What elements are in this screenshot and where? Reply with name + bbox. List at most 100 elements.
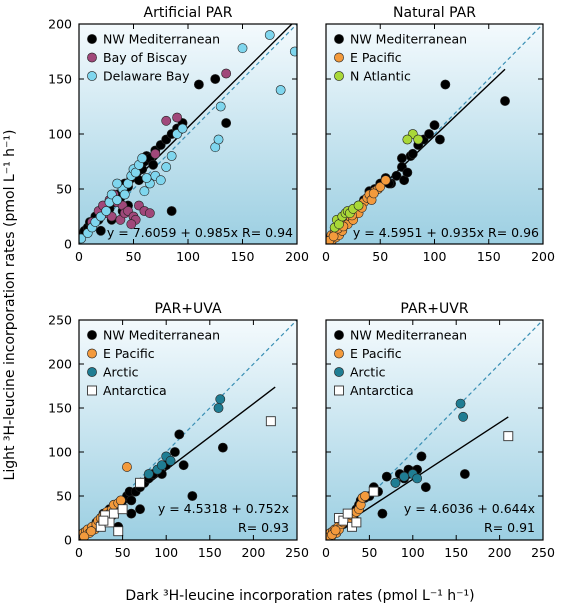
x-tick-label: 200 — [488, 545, 512, 560]
data-point — [161, 162, 172, 172]
data-point — [399, 471, 410, 482]
x-tick-label: 100 — [401, 545, 425, 560]
data-point — [380, 175, 391, 186]
regression-equation: y = 4.6036 + 0.644x — [404, 501, 535, 516]
legend-marker — [87, 385, 97, 396]
data-point — [139, 186, 150, 197]
correlation-label: R= 0.93 — [238, 520, 289, 535]
x-tick-label: 0 — [75, 545, 83, 560]
data-point — [122, 462, 132, 472]
data-point — [174, 429, 185, 440]
x-tick-label: 200 — [241, 545, 265, 560]
data-point — [117, 504, 128, 515]
y-axis-label: Light ³H-leucine incorporation rates (pm… — [2, 130, 18, 481]
legend-marker — [87, 34, 97, 44]
x-tick-label: 150 — [231, 249, 255, 264]
legend-marker — [334, 330, 344, 340]
y-tick-label: 250 — [48, 313, 72, 328]
data-point — [101, 206, 112, 216]
data-point — [150, 148, 161, 159]
data-point — [113, 526, 124, 537]
legend-marker — [334, 348, 344, 359]
data-point — [166, 151, 177, 161]
data-point — [289, 46, 297, 57]
data-point — [141, 173, 152, 183]
y-tick-label: 150 — [48, 72, 72, 87]
data-point — [170, 447, 180, 457]
x-tick-label: 200 — [285, 249, 309, 264]
regression-equation: y = 4.5318 + 0.752x — [158, 501, 289, 516]
data-point — [144, 208, 155, 219]
data-point — [86, 526, 97, 537]
plot-area — [326, 320, 543, 540]
data-point — [155, 175, 166, 186]
plot-area — [326, 24, 543, 244]
y-tick-label: 0 — [64, 533, 72, 548]
panel-title: PAR+UVA — [154, 301, 222, 317]
data-point — [108, 508, 119, 519]
data-point — [221, 118, 232, 128]
data-point — [98, 515, 109, 526]
x-tick-label: 50 — [361, 545, 377, 560]
data-point — [126, 495, 137, 506]
panel-title: Natural PAR — [393, 5, 476, 21]
panel-title: PAR+UVR — [400, 301, 468, 317]
legend-marker — [334, 385, 344, 396]
data-point — [381, 471, 392, 482]
correlation-label: R= 0.91 — [484, 520, 535, 535]
legend-label: E Pacific — [350, 346, 402, 361]
data-point — [265, 416, 276, 427]
data-point — [126, 508, 137, 519]
data-point — [115, 495, 126, 506]
legend-label: Antarctica — [350, 383, 414, 398]
legend-marker — [334, 367, 344, 377]
data-point — [275, 85, 286, 95]
data-point — [264, 30, 275, 40]
chart-panel-3: 0 50 100 150 200 250 0 50 100 150 200 250 PAR+UVA NW … — [48, 301, 309, 560]
legend-marker — [87, 367, 97, 377]
data-point — [112, 178, 123, 189]
x-tick-label: 150 — [444, 545, 468, 560]
data-point — [213, 134, 224, 145]
y-tick-label: 100 — [48, 445, 72, 460]
data-point — [330, 525, 341, 536]
data-point — [377, 508, 388, 519]
x-tick-label: 50 — [115, 545, 131, 560]
data-point — [424, 129, 434, 139]
legend-label: Arctic — [103, 365, 139, 380]
legend: NW Mediterranean Bay of Biscay Delaware Ba… — [87, 32, 220, 84]
chart-panel-2: 0 50 100 150 200 Natural PAR NW Mediterranean E… — [322, 5, 555, 264]
data-point — [412, 473, 423, 484]
y-tick-label: 200 — [48, 357, 72, 372]
legend-label: Bay of Biscay — [103, 50, 188, 65]
x-tick-label: 50 — [126, 249, 142, 264]
legend-label: N Atlantic — [350, 69, 411, 84]
data-point — [95, 225, 106, 236]
data-point — [351, 517, 362, 528]
data-point — [166, 206, 177, 216]
data-point — [148, 159, 159, 170]
y-tick-label: 150 — [48, 401, 72, 416]
x-tick-label: 200 — [531, 249, 555, 264]
data-point — [178, 460, 189, 471]
data-point — [397, 153, 407, 164]
regression-equation: y = 7.6059 + 0.985x R= 0.94 — [107, 225, 293, 240]
data-point — [368, 188, 379, 199]
y-tick-label: 200 — [48, 17, 72, 32]
x-tick-label: 100 — [423, 249, 447, 264]
plot-area — [79, 24, 297, 244]
legend-label: NW Mediterranean — [103, 32, 220, 47]
data-point — [187, 491, 198, 501]
data-point — [217, 442, 228, 453]
legend-label: E Pacific — [103, 346, 155, 361]
legend-marker — [87, 71, 97, 81]
legend-label: Delaware Bay — [103, 69, 190, 84]
legend: NW Mediterranean E Pacific Arctic Antarctic… — [334, 328, 467, 398]
data-point — [112, 195, 123, 205]
data-point — [237, 43, 248, 54]
one-to-one-line — [79, 24, 297, 244]
data-point — [360, 491, 370, 501]
legend-label: NW Mediterranean — [103, 328, 220, 343]
plot-frame — [78, 319, 298, 541]
